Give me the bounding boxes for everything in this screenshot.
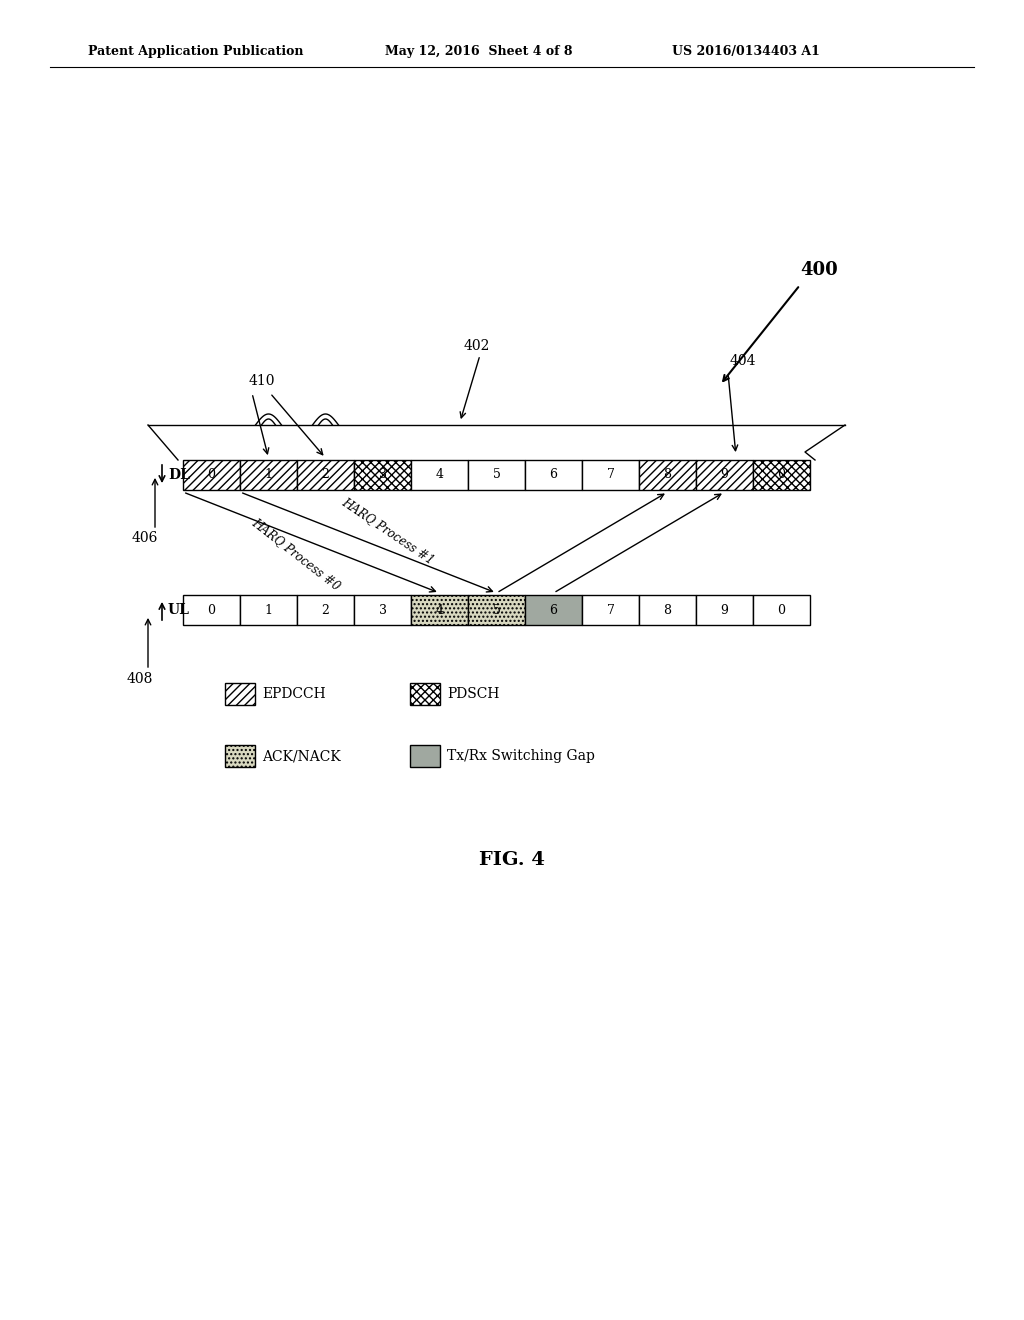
Text: 7: 7	[606, 469, 614, 482]
Bar	[525, 459, 582, 490]
Bar	[240, 595, 297, 624]
Text: 2: 2	[322, 603, 330, 616]
Text: HARQ Process #0: HARQ Process #0	[250, 516, 343, 593]
Bar	[696, 595, 753, 624]
Text: 1: 1	[264, 469, 272, 482]
Bar	[468, 595, 525, 624]
Text: Tx/Rx Switching Gap: Tx/Rx Switching Gap	[447, 748, 595, 763]
Text: 4: 4	[435, 469, 443, 482]
Bar	[410, 744, 440, 767]
Bar	[240, 459, 297, 490]
Text: PDSCH: PDSCH	[447, 686, 500, 701]
Bar	[753, 595, 810, 624]
Text: 0: 0	[777, 469, 785, 482]
Bar	[183, 595, 240, 624]
Bar	[410, 682, 440, 705]
Text: 3: 3	[379, 603, 386, 616]
Bar	[354, 595, 411, 624]
Bar	[297, 595, 354, 624]
Text: 400: 400	[800, 261, 838, 279]
Text: May 12, 2016  Sheet 4 of 8: May 12, 2016 Sheet 4 of 8	[385, 45, 572, 58]
Bar	[411, 459, 468, 490]
Bar	[225, 744, 255, 767]
Text: US 2016/0134403 A1: US 2016/0134403 A1	[672, 45, 820, 58]
Text: 410: 410	[249, 374, 275, 388]
Bar	[411, 595, 468, 624]
Text: 0: 0	[777, 603, 785, 616]
Text: 9: 9	[721, 603, 728, 616]
Text: 0: 0	[208, 603, 215, 616]
Text: 1: 1	[264, 603, 272, 616]
Text: 5: 5	[493, 469, 501, 482]
Text: 406: 406	[132, 531, 158, 545]
Text: 8: 8	[664, 603, 672, 616]
Text: 3: 3	[379, 469, 386, 482]
Bar	[297, 459, 354, 490]
Text: 2: 2	[322, 469, 330, 482]
Bar	[753, 459, 810, 490]
Bar	[183, 459, 240, 490]
Text: FIG. 4: FIG. 4	[479, 851, 545, 869]
Text: 9: 9	[721, 469, 728, 482]
Bar	[582, 595, 639, 624]
Bar	[225, 682, 255, 705]
Bar	[354, 459, 411, 490]
Text: 6: 6	[550, 603, 557, 616]
Text: ACK/NACK: ACK/NACK	[262, 748, 341, 763]
Text: 5: 5	[493, 603, 501, 616]
Text: 402: 402	[464, 339, 490, 352]
Bar	[639, 459, 696, 490]
Text: 4: 4	[435, 603, 443, 616]
Bar	[639, 595, 696, 624]
Bar	[525, 595, 582, 624]
Text: DL: DL	[168, 469, 189, 482]
Text: 6: 6	[550, 469, 557, 482]
Text: 404: 404	[730, 354, 757, 368]
Bar	[582, 459, 639, 490]
Bar	[696, 459, 753, 490]
Bar	[468, 459, 525, 490]
Text: UL: UL	[168, 603, 189, 616]
Text: 7: 7	[606, 603, 614, 616]
Text: 408: 408	[127, 672, 154, 686]
Text: Patent Application Publication: Patent Application Publication	[88, 45, 303, 58]
Text: 0: 0	[208, 469, 215, 482]
Text: EPDCCH: EPDCCH	[262, 686, 326, 701]
Text: HARQ Process #1: HARQ Process #1	[340, 495, 437, 566]
Text: 8: 8	[664, 469, 672, 482]
